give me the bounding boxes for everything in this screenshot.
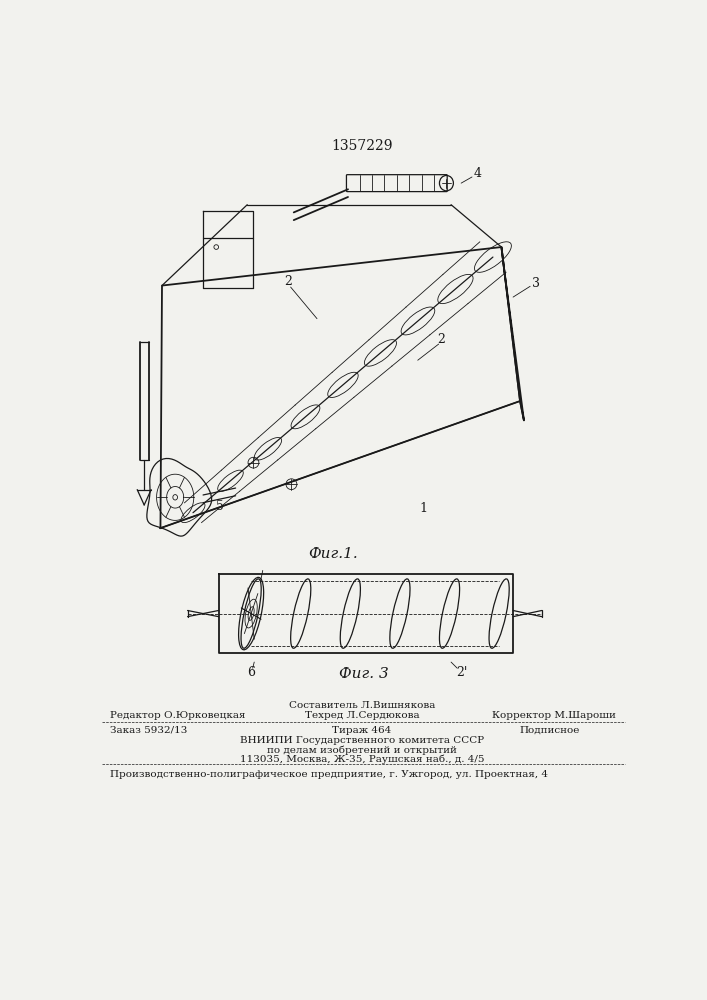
Text: 1357229: 1357229 bbox=[331, 139, 392, 153]
Text: ВНИИПИ Государственного комитета СССР: ВНИИПИ Государственного комитета СССР bbox=[240, 736, 484, 745]
Text: 3: 3 bbox=[532, 277, 539, 290]
Text: Техред Л.Сердюкова: Техред Л.Сердюкова bbox=[305, 711, 419, 720]
Text: Корректор М.Шароши: Корректор М.Шароши bbox=[491, 711, 615, 720]
Text: 4: 4 bbox=[474, 167, 481, 180]
Text: 113035, Москва, Ж-35, Раушская наб., д. 4/5: 113035, Москва, Ж-35, Раушская наб., д. … bbox=[240, 754, 484, 764]
Text: Тираж 464: Тираж 464 bbox=[332, 726, 392, 735]
Text: Заказ 5932/13: Заказ 5932/13 bbox=[110, 726, 187, 735]
Text: 2: 2 bbox=[284, 275, 292, 288]
Text: 6: 6 bbox=[247, 666, 255, 679]
Text: 2: 2 bbox=[437, 333, 445, 346]
Text: 2': 2' bbox=[456, 666, 467, 679]
Text: 1: 1 bbox=[419, 502, 427, 515]
Text: Производственно-полиграфическое предприятие, г. Ужгород, ул. Проектная, 4: Производственно-полиграфическое предприя… bbox=[110, 770, 548, 779]
Text: Фиг. 3: Фиг. 3 bbox=[339, 667, 388, 681]
Text: Составитель Л.Вишнякова: Составитель Л.Вишнякова bbox=[288, 701, 435, 710]
Text: 5: 5 bbox=[216, 500, 224, 513]
Text: Фиг.1.: Фиг.1. bbox=[308, 547, 358, 561]
Text: Редактор О.Юрковецкая: Редактор О.Юрковецкая bbox=[110, 711, 245, 720]
Text: по делам изобретений и открытий: по делам изобретений и открытий bbox=[267, 745, 457, 755]
Text: Подписное: Подписное bbox=[520, 726, 580, 735]
